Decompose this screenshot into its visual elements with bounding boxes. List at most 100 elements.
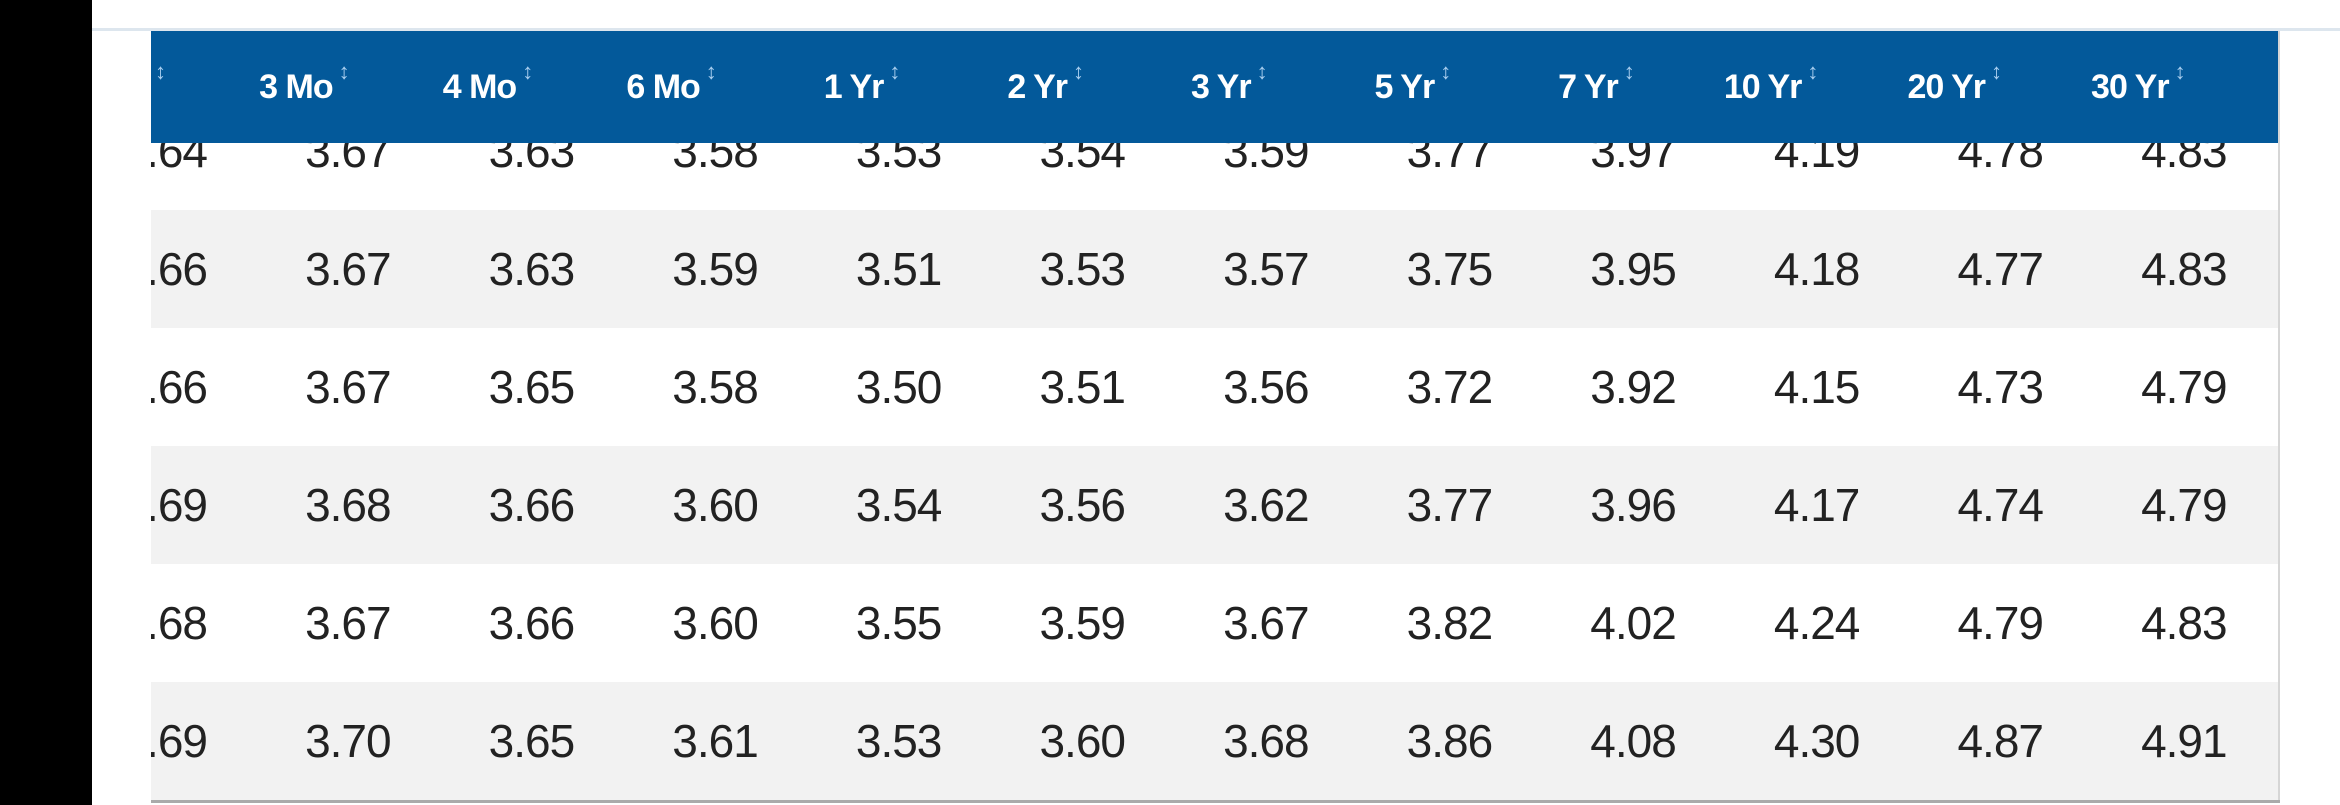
- table-cell: 3.56: [1223, 361, 1310, 413]
- sort-arrows-icon[interactable]: ↕: [1623, 59, 1635, 84]
- table-cell: 3.67: [1223, 597, 1310, 649]
- table-cell: 3.60: [672, 479, 759, 531]
- table-cell: 3.72: [1406, 361, 1494, 413]
- table-cell: 4.15: [1773, 361, 1861, 413]
- table-cell: 4.73: [1957, 361, 2044, 413]
- table-cell: 3.61: [672, 715, 759, 767]
- table-cell: 3.66: [488, 597, 576, 649]
- column-header-label: 20 Yr: [1907, 68, 1986, 106]
- table-cell: 3.68: [305, 479, 392, 531]
- table-cell: 3.77: [1406, 479, 1494, 531]
- table-cell: .68: [151, 597, 208, 649]
- table-cell: 3.59: [1039, 597, 1126, 649]
- table-bottom-border: [151, 800, 2280, 803]
- sort-arrows-icon[interactable]: ↕: [1807, 59, 1818, 84]
- table-cell: 4.83: [2141, 243, 2228, 295]
- table-row: .69 3.68 3.66 3.60 3.54 3.56 3.62 3.77 3.96 4.17 4…: [151, 446, 2278, 564]
- table-cell: 3.65: [488, 715, 576, 767]
- table-cell: 4.24: [1773, 597, 1861, 649]
- column-header[interactable]: ↕: [151, 31, 207, 143]
- column-header-label: 3 Mo: [259, 68, 333, 106]
- sort-arrows-icon[interactable]: ↕: [1256, 59, 1268, 84]
- column-header-label: 7 Yr: [1558, 68, 1619, 106]
- column-header[interactable]: 20 Yr ↕: [1859, 31, 2043, 143]
- sort-arrows-icon[interactable]: ↕: [2174, 59, 2186, 84]
- table-cell: 3.86: [1406, 715, 1494, 767]
- table-cell: 3.51: [1039, 361, 1126, 413]
- table-cell: 3.55: [855, 597, 943, 649]
- sort-arrows-icon[interactable]: ↕: [155, 59, 166, 84]
- table-cell: .66: [151, 243, 208, 295]
- sort-arrows-icon[interactable]: ↕: [1991, 59, 2002, 84]
- sort-arrows-icon[interactable]: ↕: [1440, 59, 1451, 84]
- table-cell: 3.75: [1406, 243, 1494, 295]
- table-cell: 4.79: [2141, 479, 2228, 531]
- column-header-label: 4 Mo: [442, 68, 517, 106]
- table-cell: 4.77: [1957, 243, 2044, 295]
- table-cell: 3.66: [488, 479, 576, 531]
- table-cell: 3.67: [305, 597, 392, 649]
- column-header[interactable]: 30 Yr ↕: [2043, 31, 2227, 143]
- table-cell: 4.02: [1590, 597, 1677, 649]
- table-cell: 4.30: [1773, 715, 1861, 767]
- table-cell: 3.67: [305, 243, 392, 295]
- top-divider: [92, 28, 2340, 31]
- column-header[interactable]: 7 Yr ↕: [1492, 31, 1676, 143]
- column-header-label: 3 Yr: [1190, 68, 1252, 106]
- table-cell: .69: [151, 479, 208, 531]
- table-cell: 3.60: [672, 597, 759, 649]
- column-header-label: 2 Yr: [1007, 68, 1068, 106]
- table-cell: 4.79: [2141, 361, 2228, 413]
- sort-arrows-icon[interactable]: ↕: [1073, 59, 1084, 84]
- table-cell: 3.68: [1223, 715, 1310, 767]
- column-header[interactable]: 4 Mo ↕: [390, 31, 574, 143]
- table-cell: 4.08: [1590, 715, 1677, 767]
- table-cell: 4.87: [1957, 715, 2044, 767]
- column-header[interactable]: 10 Yr ↕: [1675, 31, 1859, 143]
- table-cell: .66: [151, 361, 208, 413]
- sort-arrows-icon[interactable]: ↕: [522, 59, 533, 84]
- table-cell: .69: [151, 715, 208, 767]
- table-cell: 3.82: [1406, 597, 1494, 649]
- table-cell: 3.67: [305, 361, 392, 413]
- column-header-label: 10 Yr: [1723, 68, 1803, 106]
- table-header: ↕ 3 Mo ↕ 4 Mo ↕ 6 Mo ↕ 1 Yr ↕ 2 Yr ↕ 3 Yr ↕ 5 Yr ↕ 7 Yr…: [151, 31, 2278, 143]
- table-cell: 3.63: [488, 243, 576, 295]
- table-cell: 3.62: [1223, 479, 1310, 531]
- sort-arrows-icon[interactable]: ↕: [705, 59, 717, 84]
- table-cell: 3.58: [672, 361, 759, 413]
- column-header-label: 5 Yr: [1374, 68, 1436, 106]
- table-row: .66 3.67 3.63 3.59 3.51 3.53 3.57 3.75 3.95 4.18 4…: [151, 210, 2278, 328]
- column-header[interactable]: 3 Yr ↕: [1125, 31, 1309, 143]
- table-cell: 3.70: [305, 715, 392, 767]
- table-cell: 4.18: [1773, 243, 1861, 295]
- table-cell: 3.51: [855, 243, 943, 295]
- table-cell: 4.79: [1957, 597, 2044, 649]
- table-cell: 3.53: [855, 715, 943, 767]
- column-header-label: 6 Mo: [626, 68, 700, 106]
- table-cell: 3.96: [1590, 479, 1677, 531]
- table-cell: 3.95: [1590, 243, 1677, 295]
- column-header-label: 1 Yr: [823, 68, 885, 106]
- table-cell: 3.92: [1590, 361, 1677, 413]
- column-header[interactable]: 1 Yr ↕: [757, 31, 941, 143]
- table-cell: 3.50: [855, 361, 943, 413]
- column-header-label: 30 Yr: [2091, 68, 2170, 106]
- table-cell: 4.74: [1957, 479, 2044, 531]
- column-header[interactable]: 3 Mo ↕: [207, 31, 391, 143]
- table-cell: 4.83: [2141, 597, 2228, 649]
- table-row: .66 3.67 3.65 3.58 3.50 3.51 3.56 3.72 3.92 4.15 4…: [151, 328, 2278, 446]
- table-cell: 3.60: [1039, 715, 1126, 767]
- table-cell: 4.17: [1773, 479, 1861, 531]
- table-cell: 3.59: [672, 243, 759, 295]
- table-cell: 3.57: [1223, 243, 1310, 295]
- sort-arrows-icon[interactable]: ↕: [338, 59, 350, 84]
- sort-arrows-icon[interactable]: ↕: [889, 59, 900, 84]
- column-header[interactable]: 2 Yr ↕: [941, 31, 1125, 143]
- column-header[interactable]: 6 Mo ↕: [574, 31, 758, 143]
- column-header[interactable]: 5 Yr ↕: [1308, 31, 1492, 143]
- table-row: .68 3.67 3.66 3.60 3.55 3.59 3.67 3.82 4.02 4.24 4…: [151, 564, 2278, 682]
- yield-rates-table[interactable]: ↕ 3 Mo ↕ 4 Mo ↕ 6 Mo ↕ 1 Yr ↕ 2 Yr ↕ 3 Yr ↕ 5 Yr ↕ 7 Yr…: [151, 31, 2280, 803]
- left-black-bar: [0, 0, 92, 805]
- table-cell: 4.91: [2141, 715, 2228, 767]
